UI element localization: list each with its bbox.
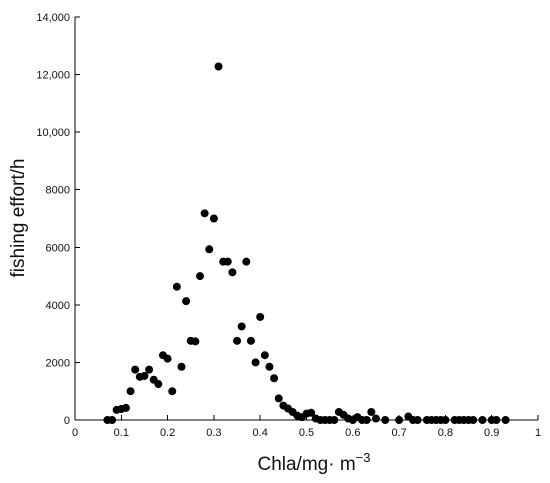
chart-axes — [74, 17, 538, 421]
y-tick-label: 2000 — [46, 357, 70, 369]
data-point — [168, 387, 177, 396]
data-point — [163, 354, 172, 363]
y-tick-label: 4000 — [46, 300, 70, 312]
data-points — [103, 62, 510, 424]
data-point — [154, 380, 163, 389]
data-point — [501, 416, 510, 424]
data-point — [196, 272, 205, 281]
data-point — [274, 394, 283, 403]
data-point — [367, 407, 376, 416]
data-point — [242, 257, 251, 266]
x-tick-label: 0.2 — [160, 427, 175, 439]
data-point — [265, 362, 274, 371]
y-tick-label: 10,000 — [36, 127, 70, 139]
data-point — [145, 365, 154, 374]
data-point — [191, 337, 200, 346]
data-point — [205, 245, 214, 254]
x-tick-label: 1 — [535, 427, 541, 439]
x-tick-label: 0.8 — [438, 427, 453, 439]
data-point — [413, 416, 422, 424]
data-point — [492, 416, 501, 424]
x-tick-label: 0.3 — [206, 427, 221, 439]
x-tick-label: 0.1 — [114, 427, 129, 439]
y-tick-label: 12,000 — [36, 70, 70, 82]
data-point — [381, 416, 390, 424]
y-tick-label: 0 — [64, 415, 70, 427]
data-point — [478, 416, 487, 424]
y-axis-ticks: 0 2000 4000 6000 8000 10,000 12,000 14,000 — [36, 12, 80, 427]
data-point — [441, 416, 450, 424]
data-point — [362, 416, 371, 424]
data-point — [108, 416, 117, 424]
y-tick-label: 8000 — [46, 185, 70, 197]
data-point — [214, 62, 223, 71]
data-point — [469, 416, 478, 424]
data-point — [126, 387, 135, 396]
data-point — [140, 371, 149, 380]
data-point — [177, 362, 186, 371]
x-tick-label: 0.6 — [345, 427, 360, 439]
data-point — [246, 336, 255, 345]
x-tick-label: 0 — [72, 427, 78, 439]
data-point — [270, 374, 279, 383]
data-point — [172, 282, 181, 291]
y-tick-label: 6000 — [46, 242, 70, 254]
x-tick-label: 0.9 — [484, 427, 499, 439]
data-point — [228, 268, 237, 277]
x-tick-label: 0.4 — [253, 427, 268, 439]
x-axis-title: Chla/mg· m−3 — [257, 450, 370, 475]
data-point — [182, 297, 191, 306]
x-axis-title-superscript: −3 — [356, 450, 371, 465]
data-point — [371, 414, 380, 423]
data-point — [260, 351, 269, 360]
y-axis-title: fishing effort/h — [8, 158, 29, 277]
data-point — [131, 365, 140, 374]
x-tick-label: 0.7 — [391, 427, 406, 439]
data-point — [200, 209, 209, 218]
data-point — [256, 312, 265, 321]
y-tick-label: 14,000 — [36, 12, 70, 24]
x-tick-label: 0.5 — [299, 427, 314, 439]
data-point — [251, 358, 260, 367]
data-point — [209, 214, 218, 223]
data-point — [330, 416, 339, 424]
data-point — [307, 408, 316, 417]
data-point — [223, 257, 232, 266]
data-point — [237, 322, 246, 331]
data-point — [233, 336, 242, 345]
x-axis-ticks: 0 0.1 0.2 0.3 0.4 0.5 0.6 0.7 0.8 0.9 1 — [72, 415, 541, 439]
data-point — [121, 403, 130, 412]
data-point — [395, 416, 404, 424]
